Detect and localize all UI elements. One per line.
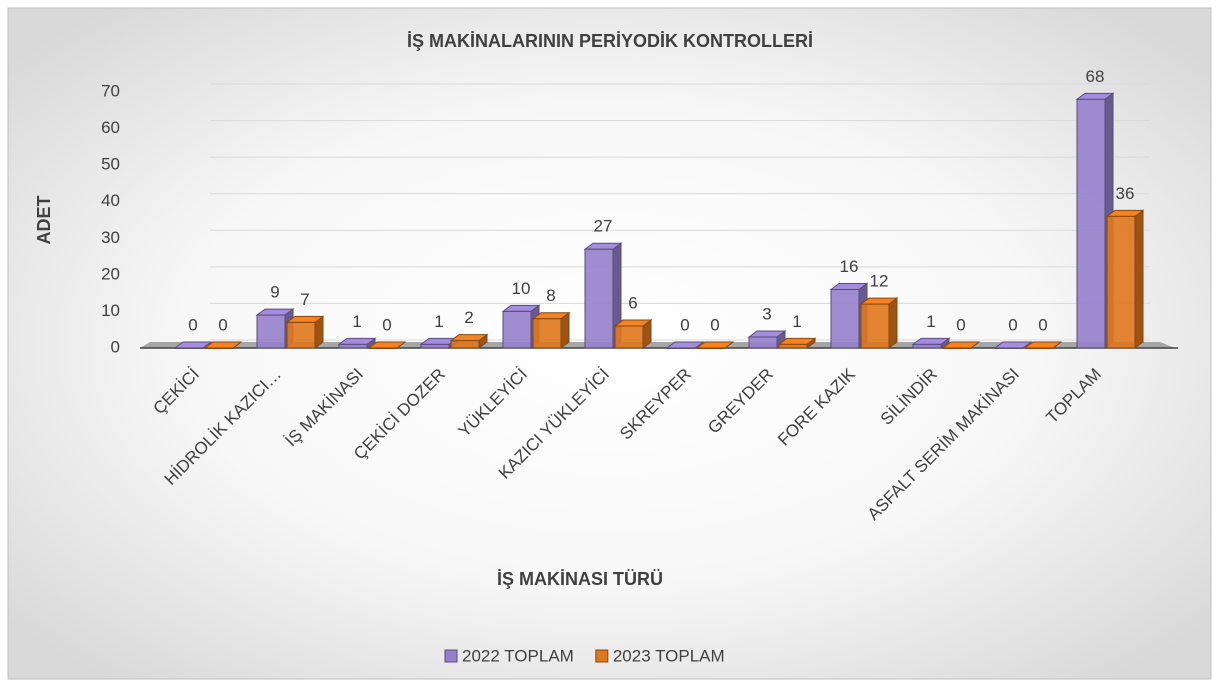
data-label: 12 <box>870 272 889 291</box>
data-label: 1 <box>352 312 361 331</box>
data-label: 10 <box>512 279 531 298</box>
y-tick-label: 30 <box>101 228 120 247</box>
bar <box>747 330 787 349</box>
bar-front <box>614 325 644 349</box>
bar-front <box>204 347 234 349</box>
bar-front <box>912 343 942 349</box>
y-axis-title: ADET <box>34 195 54 244</box>
data-label: 0 <box>188 315 197 334</box>
data-label: 0 <box>1038 315 1047 334</box>
data-label: 7 <box>300 290 309 309</box>
bar-front <box>860 303 890 349</box>
data-label: 9 <box>270 283 279 302</box>
bar-side <box>1134 209 1144 349</box>
legend-swatch <box>595 649 609 663</box>
chart-title: İŞ MAKİNALARININ PERİYODİK KONTROLLERİ <box>407 31 813 51</box>
bar <box>337 337 377 349</box>
x-axis-title: İŞ MAKİNASI TÜRÜ <box>497 569 663 589</box>
y-tick-label: 40 <box>101 191 120 210</box>
y-tick-label: 0 <box>111 337 120 356</box>
y-tick-label: 10 <box>101 301 120 320</box>
y-tick-label: 20 <box>101 264 120 283</box>
bar-side <box>888 297 898 349</box>
bar <box>941 341 981 349</box>
legend-swatch <box>444 649 458 663</box>
y-tick-label: 50 <box>101 155 120 174</box>
data-label: 0 <box>382 315 391 334</box>
bar <box>173 341 213 349</box>
data-label: 6 <box>628 294 637 313</box>
bar-front <box>502 310 532 349</box>
bar-front <box>942 347 972 349</box>
data-label: 0 <box>218 315 227 334</box>
bar <box>613 319 653 349</box>
bar <box>1023 341 1063 349</box>
bar <box>777 337 817 349</box>
bar-front <box>286 321 316 349</box>
data-label: 8 <box>546 286 555 305</box>
bar <box>449 333 489 349</box>
data-label: 1 <box>926 312 935 331</box>
data-label: 1 <box>434 312 443 331</box>
legend-label: 2022 TOPLAM <box>462 646 574 665</box>
bar-front <box>420 343 450 349</box>
data-label: 36 <box>1116 184 1135 203</box>
data-label: 0 <box>1008 315 1017 334</box>
bar-front <box>696 347 726 349</box>
bar <box>583 242 623 349</box>
bar <box>367 341 407 349</box>
bar <box>911 337 951 349</box>
bar <box>203 341 243 349</box>
bar-front <box>338 343 368 349</box>
data-label: 16 <box>840 257 859 276</box>
bar-front <box>1106 215 1136 349</box>
data-label: 1 <box>792 312 801 331</box>
bar <box>1105 209 1145 349</box>
data-label: 68 <box>1086 67 1105 86</box>
bar <box>859 297 899 349</box>
data-label: 0 <box>710 315 719 334</box>
bar-front <box>830 288 860 349</box>
y-tick-label: 70 <box>101 81 120 100</box>
bar-front <box>450 340 480 349</box>
data-label: 0 <box>956 315 965 334</box>
data-label: 27 <box>594 217 613 236</box>
bar-front <box>748 336 778 349</box>
bar-front <box>666 347 696 349</box>
bar-front <box>994 347 1024 349</box>
data-label: 0 <box>680 315 689 334</box>
bar <box>285 315 325 349</box>
bar <box>993 341 1033 349</box>
bar-front <box>584 248 614 349</box>
bar-front <box>778 343 808 349</box>
bar <box>695 341 735 349</box>
bar <box>531 311 571 349</box>
bar-front <box>174 347 204 349</box>
bar <box>665 341 705 349</box>
bar-front <box>1076 98 1106 349</box>
bar-front <box>532 318 562 349</box>
bar-front <box>368 347 398 349</box>
y-tick-label: 60 <box>101 118 120 137</box>
legend-label: 2023 TOPLAM <box>613 646 725 665</box>
data-label: 3 <box>762 305 771 324</box>
bar-front <box>1024 347 1054 349</box>
data-label: 2 <box>464 308 473 327</box>
bar-front <box>256 314 286 349</box>
